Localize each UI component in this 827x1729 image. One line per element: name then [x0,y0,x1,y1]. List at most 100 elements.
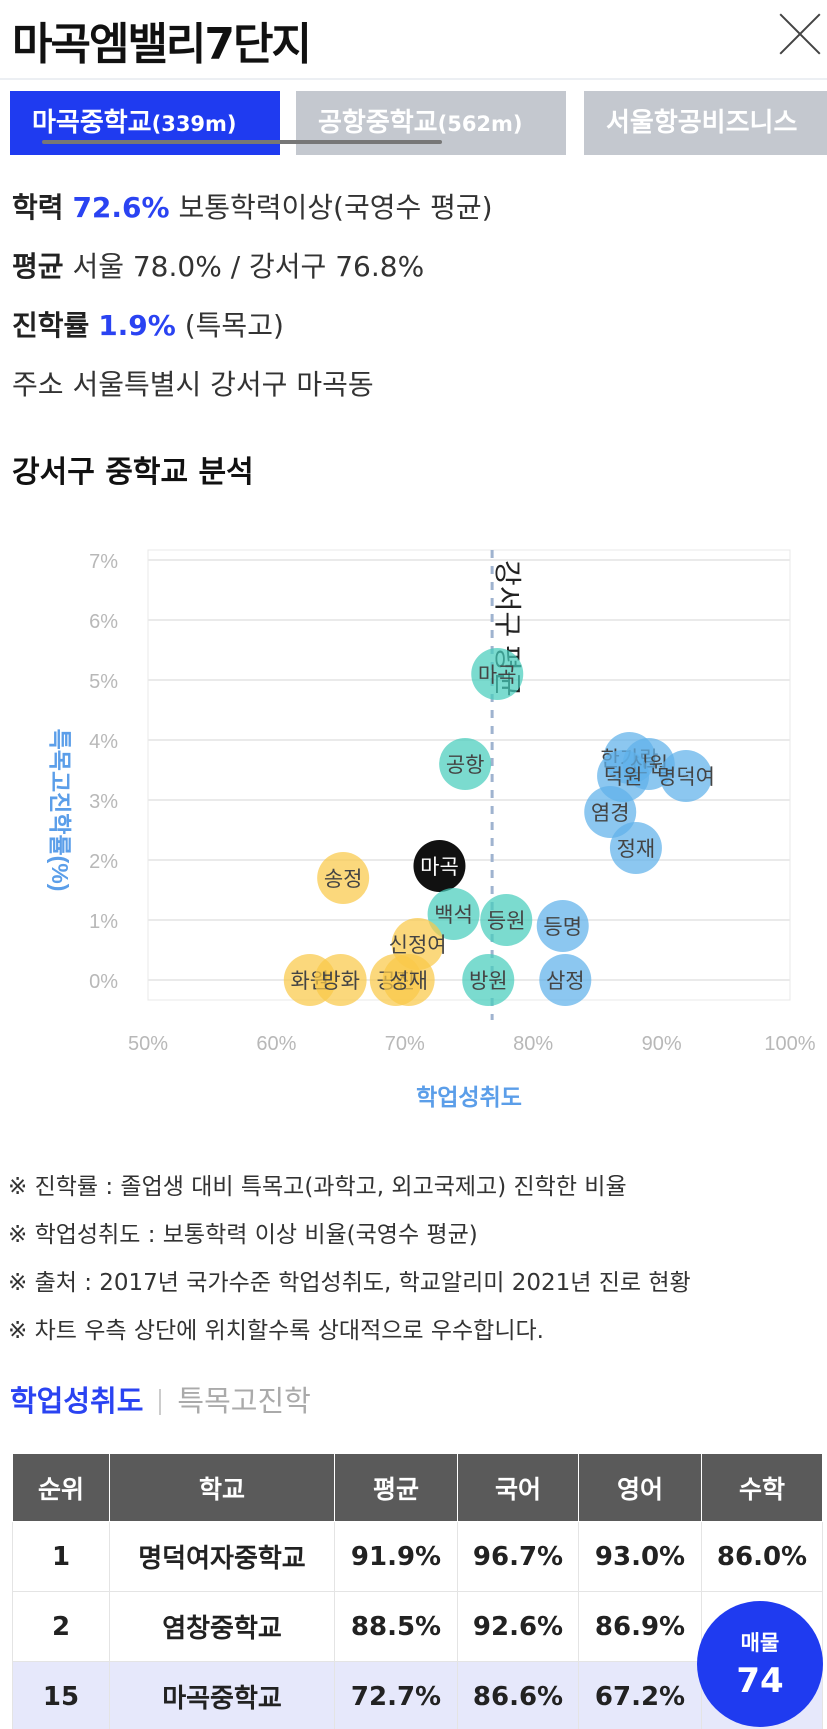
y-tick-label: 5% [89,671,118,693]
tab-school-distance: (339m) [151,112,237,136]
data-point [584,786,637,838]
col-header: 수학 [701,1453,823,1522]
data-point-label: 염경 [591,802,630,825]
subtab-special-school[interactable]: 특목고진학 [177,1384,311,1418]
col-header: 평균 [334,1453,458,1522]
chart-svg: 0% 1% 2% 3% 4% 5% 6% 7% 50% 60% 70% 80% 90% 100% 학업성취도… [47,549,816,1110]
tab-school-name: 마곡중학교 [32,108,152,138]
data-point [427,888,480,940]
cell-kor: 96.7% [457,1521,579,1592]
subtab-academic[interactable]: 학업성취도 [10,1384,144,1418]
y-tick-label: 4% [89,731,118,753]
y-tick-label: 2% [89,851,118,873]
tab-school-1[interactable]: 마곡중학교(339m) [10,91,280,155]
y-tick-label: 6% [89,611,118,633]
col-header: 학교 [109,1453,335,1522]
cell-rank: 2 [12,1591,110,1662]
listings-label: 매물 [740,1631,780,1655]
tab-scrollbar[interactable] [42,140,442,144]
x-tick-label: 50% [128,1033,168,1055]
info-label: 진학률 [12,309,90,342]
close-icon[interactable] [778,12,822,56]
data-point [314,954,367,1006]
x-axis-title: 학업성취도 [416,1084,522,1110]
data-point-label: 송정 [324,868,363,891]
listings-button[interactable]: 매물 74 [697,1601,823,1727]
info-label: 평균 [12,250,64,283]
data-point-label: 신정여 [389,934,447,957]
page-title: 마곡엠밸리7단지 [12,19,312,70]
cell-avg: 91.9% [334,1521,458,1592]
tab-school-distance: (562m) [437,112,523,136]
tab-school-name: 공항중학교 [318,108,438,138]
data-point-label: 명덕여 [657,766,715,789]
table-row[interactable]: 1 명덕여자중학교 91.9% 96.7% 93.0% 86.0% [12,1521,823,1592]
data-point [536,900,589,952]
tab-school-name: 서울항공비즈니스 [606,108,798,138]
y-tick-label: 1% [89,911,118,933]
data-point-label: 등명 [543,916,582,939]
data-point [462,954,515,1006]
cell-school: 염창중학교 [109,1591,335,1662]
academic-desc: 보통학력이상(국영수 평균) [178,191,493,224]
data-point-label: 백석 [434,904,473,927]
note-item: ※ 차트 우측 상단에 위치할수록 상대적으로 우수합니다. [8,1318,544,1344]
listings-count: 74 [736,1661,784,1701]
data-point [413,840,466,892]
advance-desc: (특목고) [184,309,284,342]
data-point-label: 삼정 [546,970,585,993]
cell-avg: 72.7% [334,1661,458,1729]
y-axis-title: 특목고진학률(%) [47,729,73,892]
cell-eng: 93.0% [578,1521,702,1592]
cell-math: 86.0% [701,1521,823,1592]
cell-rank: 1 [12,1521,110,1592]
x-tick-label: 90% [642,1033,682,1055]
chart-notes: ※ 진학률 : 졸업생 대비 특목고(과학고, 외고국제고) 진학한 비율 ※ … [8,1163,691,1355]
advance-value: 1.9% [98,309,176,342]
tab-school-3[interactable]: 서울항공비즈니스 [584,91,827,155]
info-label: 학력 [12,191,64,224]
tab-school-2[interactable]: 공항중학교(562m) [296,91,566,155]
data-point-label: 등원 [487,910,526,933]
cell-eng: 67.2% [578,1661,702,1729]
col-header: 국어 [457,1453,579,1522]
col-header: 영어 [578,1453,702,1522]
data-point [609,822,662,874]
data-point-label: 방원 [469,970,508,993]
note-item: ※ 진학률 : 졸업생 대비 특목고(과학고, 외고국제고) 진학한 비율 [8,1174,627,1200]
data-point [659,750,712,802]
scatter-chart: 0% 1% 2% 3% 4% 5% 6% 7% 50% 60% 70% 80% 90% 100% 학업성취도… [0,510,827,1130]
academic-value: 72.6% [72,191,170,224]
y-tick-label: 7% [89,551,118,573]
ranking-subtabs: 학업성취도 특목고진학 [10,1378,311,1420]
cell-kor: 86.6% [457,1661,579,1729]
x-tick-label: 60% [256,1033,296,1055]
data-point-label: 성재 [389,970,428,993]
table-header: 순위 학교 평균 국어 영어 수학 [12,1453,823,1522]
data-point-label: 정재 [617,838,656,861]
cell-avg: 88.5% [334,1591,458,1662]
subtab-divider [159,1389,162,1415]
data-point [480,894,533,946]
cell-kor: 92.6% [457,1591,579,1662]
cell-school: 명덕여자중학교 [109,1521,335,1592]
average-value: 서울 78.0% / 강서구 76.8% [72,250,425,283]
data-point [439,738,492,790]
section-title: 강서구 중학교 분석 [12,455,254,490]
data-point-label: 공항 [446,754,485,777]
col-header: 순위 [12,1453,110,1522]
x-tick-label: 100% [764,1033,815,1055]
note-item: ※ 학업성취도 : 보통학력 이상 비율(국영수 평균) [8,1222,478,1248]
data-point [471,648,524,700]
cell-school: 마곡중학교 [109,1661,335,1729]
data-point [317,852,370,904]
x-tick-label: 70% [385,1033,425,1055]
y-tick-label: 0% [89,971,118,993]
data-point [539,954,592,1006]
note-item: ※ 출처 : 2017년 국가수준 학업성취도, 학교알리미 2021년 진로 … [8,1270,691,1296]
x-tick-label: 80% [513,1033,553,1055]
header: 마곡엠밸리7단지 [0,0,827,80]
address-value: 서울특별시 강서구 마곡동 [72,368,374,401]
info-average: 평균 서울 78.0% / 강서구 76.8% [12,245,424,285]
data-point [382,954,435,1006]
